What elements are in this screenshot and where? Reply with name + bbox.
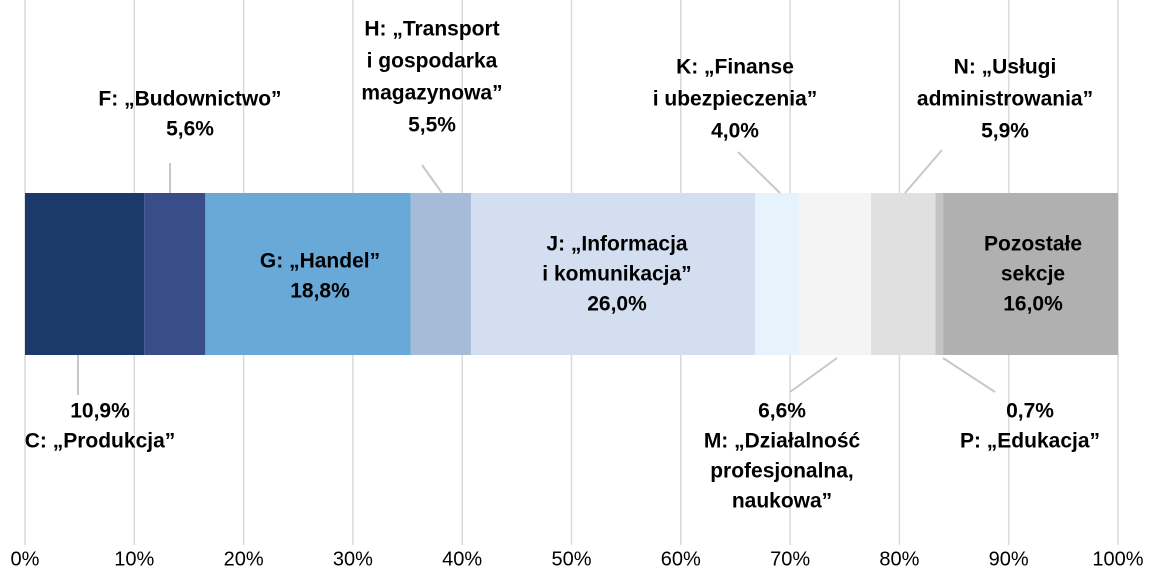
- x-tick-label: 80%: [879, 548, 919, 570]
- x-tick-label: 10%: [114, 548, 154, 570]
- x-tick-label: 30%: [333, 548, 373, 570]
- value-label: 5,9%: [981, 120, 1029, 143]
- bar-segment: [935, 193, 944, 355]
- segment-label: sekcje: [1001, 263, 1065, 286]
- value-label: 10,9%: [70, 400, 130, 423]
- x-tick-label: 20%: [224, 548, 264, 570]
- x-tick-label: 0%: [11, 548, 40, 570]
- segment-label: G: „Handel”: [260, 250, 380, 273]
- segment-label: Pozostałe: [984, 233, 1082, 256]
- bar-segment: [870, 193, 936, 355]
- leader-line: [737, 151, 781, 194]
- value-label: 18,8%: [290, 280, 350, 303]
- value-label: 0,7%: [1006, 400, 1054, 423]
- bar-segment: [25, 193, 145, 355]
- value-label: 6,6%: [758, 400, 806, 423]
- value-label: 5,5%: [408, 114, 456, 137]
- segment-label: i ubezpieczenia”: [653, 88, 818, 111]
- segment-label: J: „Informacja: [546, 233, 688, 256]
- value-label: 4,0%: [711, 120, 759, 143]
- x-tick-label: 40%: [442, 548, 482, 570]
- bar-segment: [470, 193, 756, 355]
- value-label: 5,6%: [166, 118, 214, 141]
- segment-label: magazynowa”: [361, 82, 502, 105]
- segment-label: profesjonalna,: [710, 460, 854, 483]
- bar-segment: [205, 193, 411, 355]
- x-tick-label: 60%: [661, 548, 701, 570]
- segment-label: C: „Produkcja”: [25, 430, 176, 453]
- x-tick-label: 100%: [1092, 548, 1143, 570]
- segment-label: M: „Działalność: [704, 430, 861, 453]
- segment-label: H: „Transport: [364, 18, 499, 41]
- segment-label: N: „Usługi: [954, 56, 1057, 79]
- leader-line: [904, 149, 943, 194]
- segment-label: P: „Edukacja”: [960, 430, 1100, 453]
- x-tick-label: 70%: [770, 548, 810, 570]
- leader-line: [421, 164, 443, 194]
- bar-segment: [144, 193, 206, 355]
- bar-segment: [798, 193, 871, 355]
- x-tick-label: 50%: [551, 548, 591, 570]
- leader-line: [789, 357, 838, 393]
- segment-label: i gospodarka: [367, 50, 498, 73]
- value-label: 26,0%: [587, 293, 647, 316]
- value-label: 16,0%: [1003, 293, 1063, 316]
- bar-segment: [943, 193, 1118, 355]
- x-tick-label: 90%: [989, 548, 1029, 570]
- segment-label: i komunikacja”: [542, 263, 691, 286]
- bar-segment: [410, 193, 471, 355]
- segment-label: administrowania”: [917, 88, 1093, 111]
- segment-label: K: „Finanse: [676, 56, 794, 79]
- bar-segment: [755, 193, 799, 355]
- segment-label: F: „Budownictwo”: [98, 88, 281, 111]
- leader-line: [942, 357, 996, 393]
- segment-label: naukowa”: [732, 490, 832, 513]
